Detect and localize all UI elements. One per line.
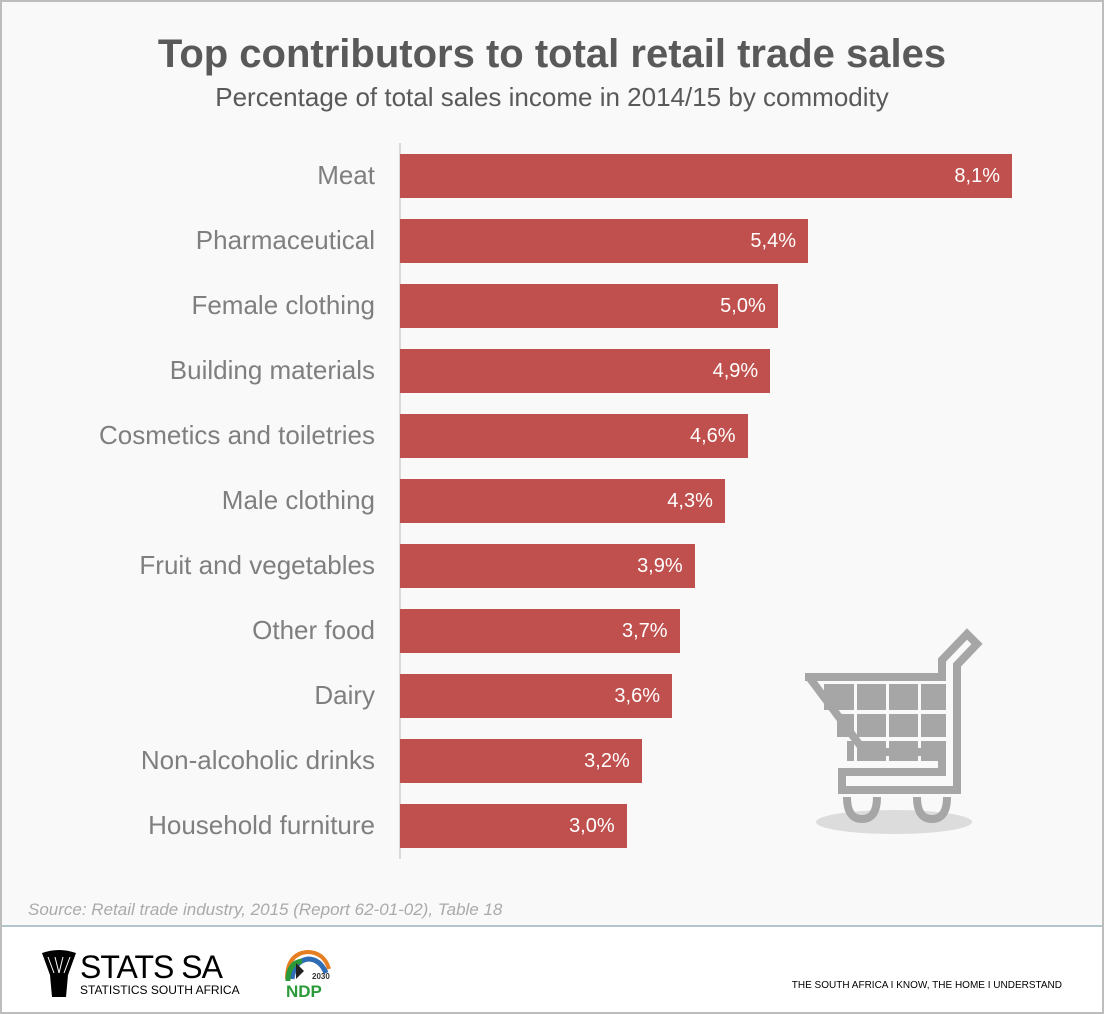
ndp-text: NDP [286, 982, 322, 999]
org-name: STATS SA [80, 949, 223, 985]
tagline: THE SOUTH AFRICA I KNOW, THE HOME I UNDE… [791, 980, 1062, 991]
category-label: Building materials [169, 355, 375, 385]
source-note: Source: Retail trade industry, 2015 (Rep… [28, 900, 503, 919]
chart-title: Top contributors to total retail trade s… [157, 32, 947, 76]
chart-subtitle: Percentage of total sales income in 2014… [215, 82, 889, 112]
ndp-year: 2030 [312, 972, 330, 981]
category-label: Fruit and vegetables [139, 550, 375, 580]
ndp-logo-icon: 2030 NDP [285, 949, 331, 999]
value-label: 5,4% [750, 230, 796, 252]
bar [400, 349, 771, 393]
shopping-cart-icon [805, 628, 983, 834]
category-label: Non-alcoholic drinks [140, 745, 375, 775]
bar [400, 219, 808, 263]
bar [400, 609, 680, 653]
category-label: Female clothing [191, 290, 375, 320]
value-label: 3,6% [614, 685, 660, 707]
bar [400, 544, 695, 588]
value-label: 3,0% [569, 815, 615, 837]
value-label: 3,7% [621, 620, 668, 642]
category-label: Male clothing [221, 485, 375, 515]
category-label: Other food [252, 615, 375, 645]
org-subtitle: STATISTICS SOUTH AFRICA [80, 983, 240, 997]
category-label: Cosmetics and toiletries [99, 420, 375, 450]
bar [400, 479, 725, 523]
bar [400, 284, 778, 328]
category-label: Meat [317, 160, 375, 190]
value-label: 3,9% [637, 555, 683, 577]
category-label: Dairy [314, 680, 375, 710]
value-label: 4,3% [667, 490, 713, 512]
category-label: Pharmaceutical [195, 225, 375, 255]
category-label: Household furniture [148, 810, 375, 840]
bar [400, 674, 672, 718]
value-label: 4,6% [689, 425, 736, 447]
bar [400, 154, 1012, 198]
stats-sa-logo-icon [42, 950, 76, 997]
value-label: 3,2% [584, 750, 630, 772]
bar [400, 739, 642, 783]
value-label: 5,0% [720, 295, 766, 317]
value-label: 4,9% [712, 360, 759, 382]
value-label: 8,1% [954, 165, 1000, 187]
bar [400, 804, 627, 848]
bar [400, 414, 748, 458]
footer: STATS SA STATISTICS SOUTH AFRICA 2030 ND… [2, 925, 1102, 1012]
